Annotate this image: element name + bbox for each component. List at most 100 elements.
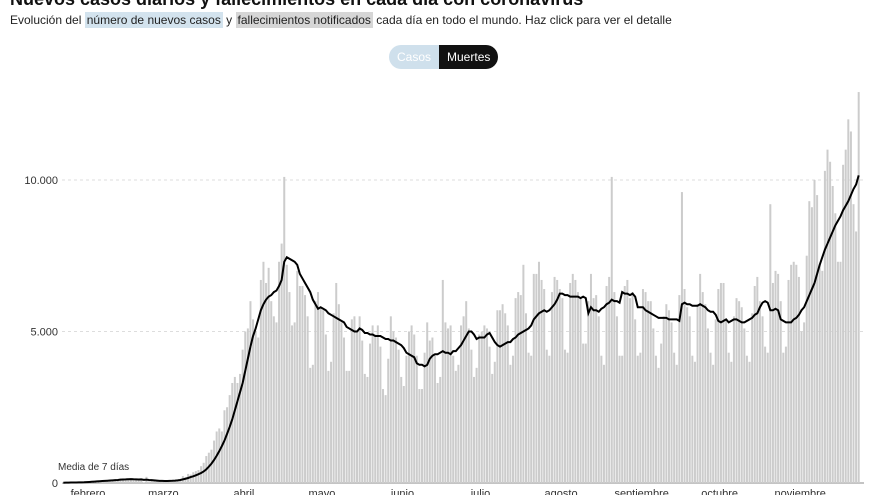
toggle-button[interactable]: Muertes xyxy=(439,45,499,69)
bar xyxy=(501,304,504,483)
bar xyxy=(254,331,257,483)
bar xyxy=(426,322,429,483)
bar xyxy=(454,370,457,483)
bar xyxy=(278,261,281,483)
bar xyxy=(600,355,603,483)
bar xyxy=(634,319,637,483)
bar xyxy=(540,279,543,483)
bar xyxy=(124,478,127,483)
highlight-deaths[interactable]: fallecimientos notificados xyxy=(235,12,373,28)
bar xyxy=(496,310,499,483)
bar xyxy=(857,92,860,483)
bar xyxy=(161,481,164,483)
bar xyxy=(155,480,158,483)
bar xyxy=(574,279,577,483)
bar xyxy=(709,352,712,483)
bar xyxy=(392,331,395,483)
bar xyxy=(683,289,686,483)
bar xyxy=(530,355,533,483)
bar xyxy=(498,310,501,483)
bar xyxy=(226,407,229,483)
bar xyxy=(675,364,678,483)
bar xyxy=(662,316,665,483)
bar xyxy=(252,319,255,483)
bar xyxy=(345,370,348,483)
bar xyxy=(844,149,847,483)
bar xyxy=(834,213,837,483)
toggle: Casos Muertes xyxy=(389,45,499,69)
bar xyxy=(335,282,338,483)
bar xyxy=(127,478,130,483)
bar xyxy=(244,331,247,483)
bar xyxy=(369,343,372,483)
bar xyxy=(257,337,260,483)
bar xyxy=(249,301,252,483)
bar xyxy=(382,389,385,483)
bar xyxy=(771,282,774,483)
bar xyxy=(823,170,826,483)
bar xyxy=(597,316,600,483)
bar xyxy=(779,301,782,483)
bar xyxy=(194,471,197,483)
bar xyxy=(291,325,294,483)
bar xyxy=(319,307,322,483)
bar xyxy=(787,279,790,483)
bar xyxy=(517,292,520,483)
bar xyxy=(665,304,668,483)
bar xyxy=(535,273,538,483)
bar xyxy=(418,389,421,483)
bar xyxy=(847,119,850,483)
bar xyxy=(332,313,335,483)
bar xyxy=(483,325,486,483)
bar xyxy=(228,395,231,483)
bar xyxy=(639,352,642,483)
bar xyxy=(701,292,704,483)
bar xyxy=(735,298,738,483)
bar xyxy=(740,307,743,483)
bar xyxy=(402,386,405,483)
highlight-cases[interactable]: número de nuevos casos xyxy=(84,12,223,28)
bar xyxy=(569,282,572,483)
bar xyxy=(265,282,268,483)
bar xyxy=(839,261,842,483)
bar xyxy=(756,276,759,483)
bar xyxy=(397,349,400,483)
bar xyxy=(475,367,478,483)
bar xyxy=(579,298,582,483)
bar xyxy=(153,480,156,483)
bar xyxy=(309,367,312,483)
bar xyxy=(356,331,359,483)
bar xyxy=(493,361,496,483)
bar xyxy=(595,295,598,483)
bar xyxy=(732,316,735,483)
bar xyxy=(200,466,203,483)
y-tick-label: 10.000 xyxy=(24,175,58,187)
bar xyxy=(813,179,816,483)
bar xyxy=(114,479,117,483)
bar xyxy=(792,261,795,483)
bar xyxy=(613,292,616,483)
bar xyxy=(340,322,343,483)
bar xyxy=(722,282,725,483)
bar xyxy=(428,340,431,483)
bar xyxy=(298,286,301,483)
bar xyxy=(782,352,785,483)
bar xyxy=(400,376,403,483)
bar xyxy=(444,322,447,483)
bar xyxy=(589,273,592,483)
x-tick-label: febrero xyxy=(71,488,106,495)
bar xyxy=(413,334,416,483)
bar xyxy=(774,270,777,483)
bar xyxy=(696,304,699,483)
bar xyxy=(371,325,374,483)
bar xyxy=(116,480,119,483)
bar xyxy=(311,364,314,483)
bar xyxy=(548,355,551,483)
bar xyxy=(610,176,613,484)
bar xyxy=(439,376,442,483)
toggle-button[interactable]: Casos xyxy=(389,45,440,69)
bar xyxy=(189,474,192,483)
bar xyxy=(592,298,595,483)
